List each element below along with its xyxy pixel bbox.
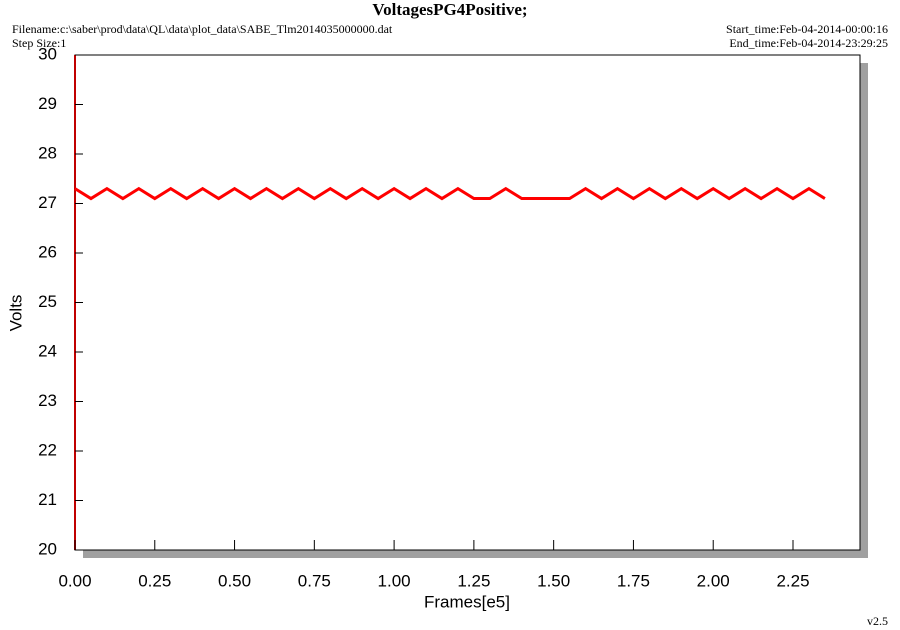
y-tick-label: 27 — [38, 193, 57, 212]
x-tick-label: 1.75 — [617, 571, 650, 590]
x-tick-label: 1.25 — [457, 571, 490, 590]
y-tick-label: 28 — [38, 143, 57, 162]
y-tick-label: 24 — [38, 341, 57, 360]
x-tick-label: 1.50 — [537, 571, 570, 590]
version: v2.5 — [867, 614, 888, 628]
y-tick-label: 22 — [38, 440, 57, 459]
y-tick-label: 21 — [38, 490, 57, 509]
y-tick-label: 23 — [38, 391, 57, 410]
y-tick-label: 29 — [38, 94, 57, 113]
x-tick-label: 2.25 — [776, 571, 809, 590]
y-tick-label: 20 — [38, 539, 57, 558]
y-axis-label: Volts — [6, 295, 25, 332]
plot-area — [74, 54, 861, 551]
x-tick-label: 2.00 — [697, 571, 730, 590]
x-axis-label: Frames[e5] — [424, 592, 510, 611]
x-tick-label: 1.00 — [378, 571, 411, 590]
data-line — [74, 186, 826, 201]
filename: Filename:c:\saber\prod\data\QL\data\plot… — [12, 22, 393, 36]
y-tick-label: 26 — [38, 242, 57, 261]
x-tick-label: 0.00 — [58, 571, 91, 590]
start-time: Start_time:Feb-04-2014-00:00:16 — [726, 22, 888, 36]
y-tick-label: 30 — [38, 44, 57, 63]
x-tick-label: 0.25 — [138, 571, 171, 590]
y-tick-label: 25 — [38, 292, 57, 311]
end-time: End_time:Feb-04-2014-23:29:25 — [729, 36, 888, 50]
x-tick-label: 0.75 — [298, 571, 331, 590]
step-size: Step Size:1 — [12, 36, 66, 50]
x-tick-label: 0.50 — [218, 571, 251, 590]
chart-title: VoltagesPG4Positive; — [372, 0, 527, 19]
